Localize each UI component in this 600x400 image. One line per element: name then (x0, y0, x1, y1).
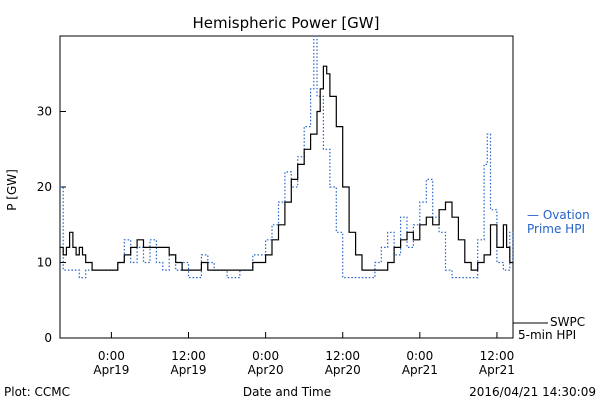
y-tick-label: 0 (44, 331, 52, 345)
y-tick-label: 10 (37, 256, 52, 270)
x-tick-label: 0:00 (252, 349, 279, 363)
y-tick-label: 20 (37, 180, 52, 194)
x-tick-label: 12:00 (325, 349, 360, 363)
plot-area (59, 35, 514, 339)
x-tick-label: 12:00 (480, 349, 515, 363)
legend-swpc: SWPC 5-min HPI (513, 315, 585, 342)
x-axis-label: Date and Time (243, 385, 331, 399)
series-line-swpc (60, 65, 513, 271)
x-tick-label: Apr21 (479, 363, 515, 377)
x-tick-label: Apr19 (93, 363, 129, 377)
x-tick-label: 0:00 (406, 349, 433, 363)
legend-ovation-line2: Prime HPI (527, 222, 585, 236)
footer-plot-credit: Plot: CCMC (4, 385, 70, 399)
x-tick-label: Apr21 (402, 363, 438, 377)
x-tick-label: Apr20 (248, 363, 284, 377)
footer-timestamp: 2016/04/21 14:30:09 (469, 385, 596, 399)
legend-swpc-line1: SWPC (550, 315, 585, 329)
y-tick-label: 30 (37, 105, 52, 119)
legend-ovation-line1: — Ovation (527, 208, 590, 222)
series-line-ovation-prime (60, 35, 514, 279)
y-axis-label: P [GW] (5, 169, 19, 211)
legend-ovation: — Ovation Prime HPI (527, 208, 590, 236)
x-tick-label: 0:00 (98, 349, 125, 363)
x-axis-ticks: 0:00Apr1912:00Apr190:00Apr2012:00Apr200:… (93, 332, 515, 377)
x-tick-label: Apr19 (170, 363, 206, 377)
x-tick-label: Apr20 (325, 363, 361, 377)
x-tick-label: 12:00 (171, 349, 206, 363)
y-axis-ticks: 0 10 20 30 (37, 105, 66, 345)
legend-swpc-line2: 5-min HPI (518, 328, 576, 342)
chart-title: Hemispheric Power [GW] (193, 14, 380, 32)
